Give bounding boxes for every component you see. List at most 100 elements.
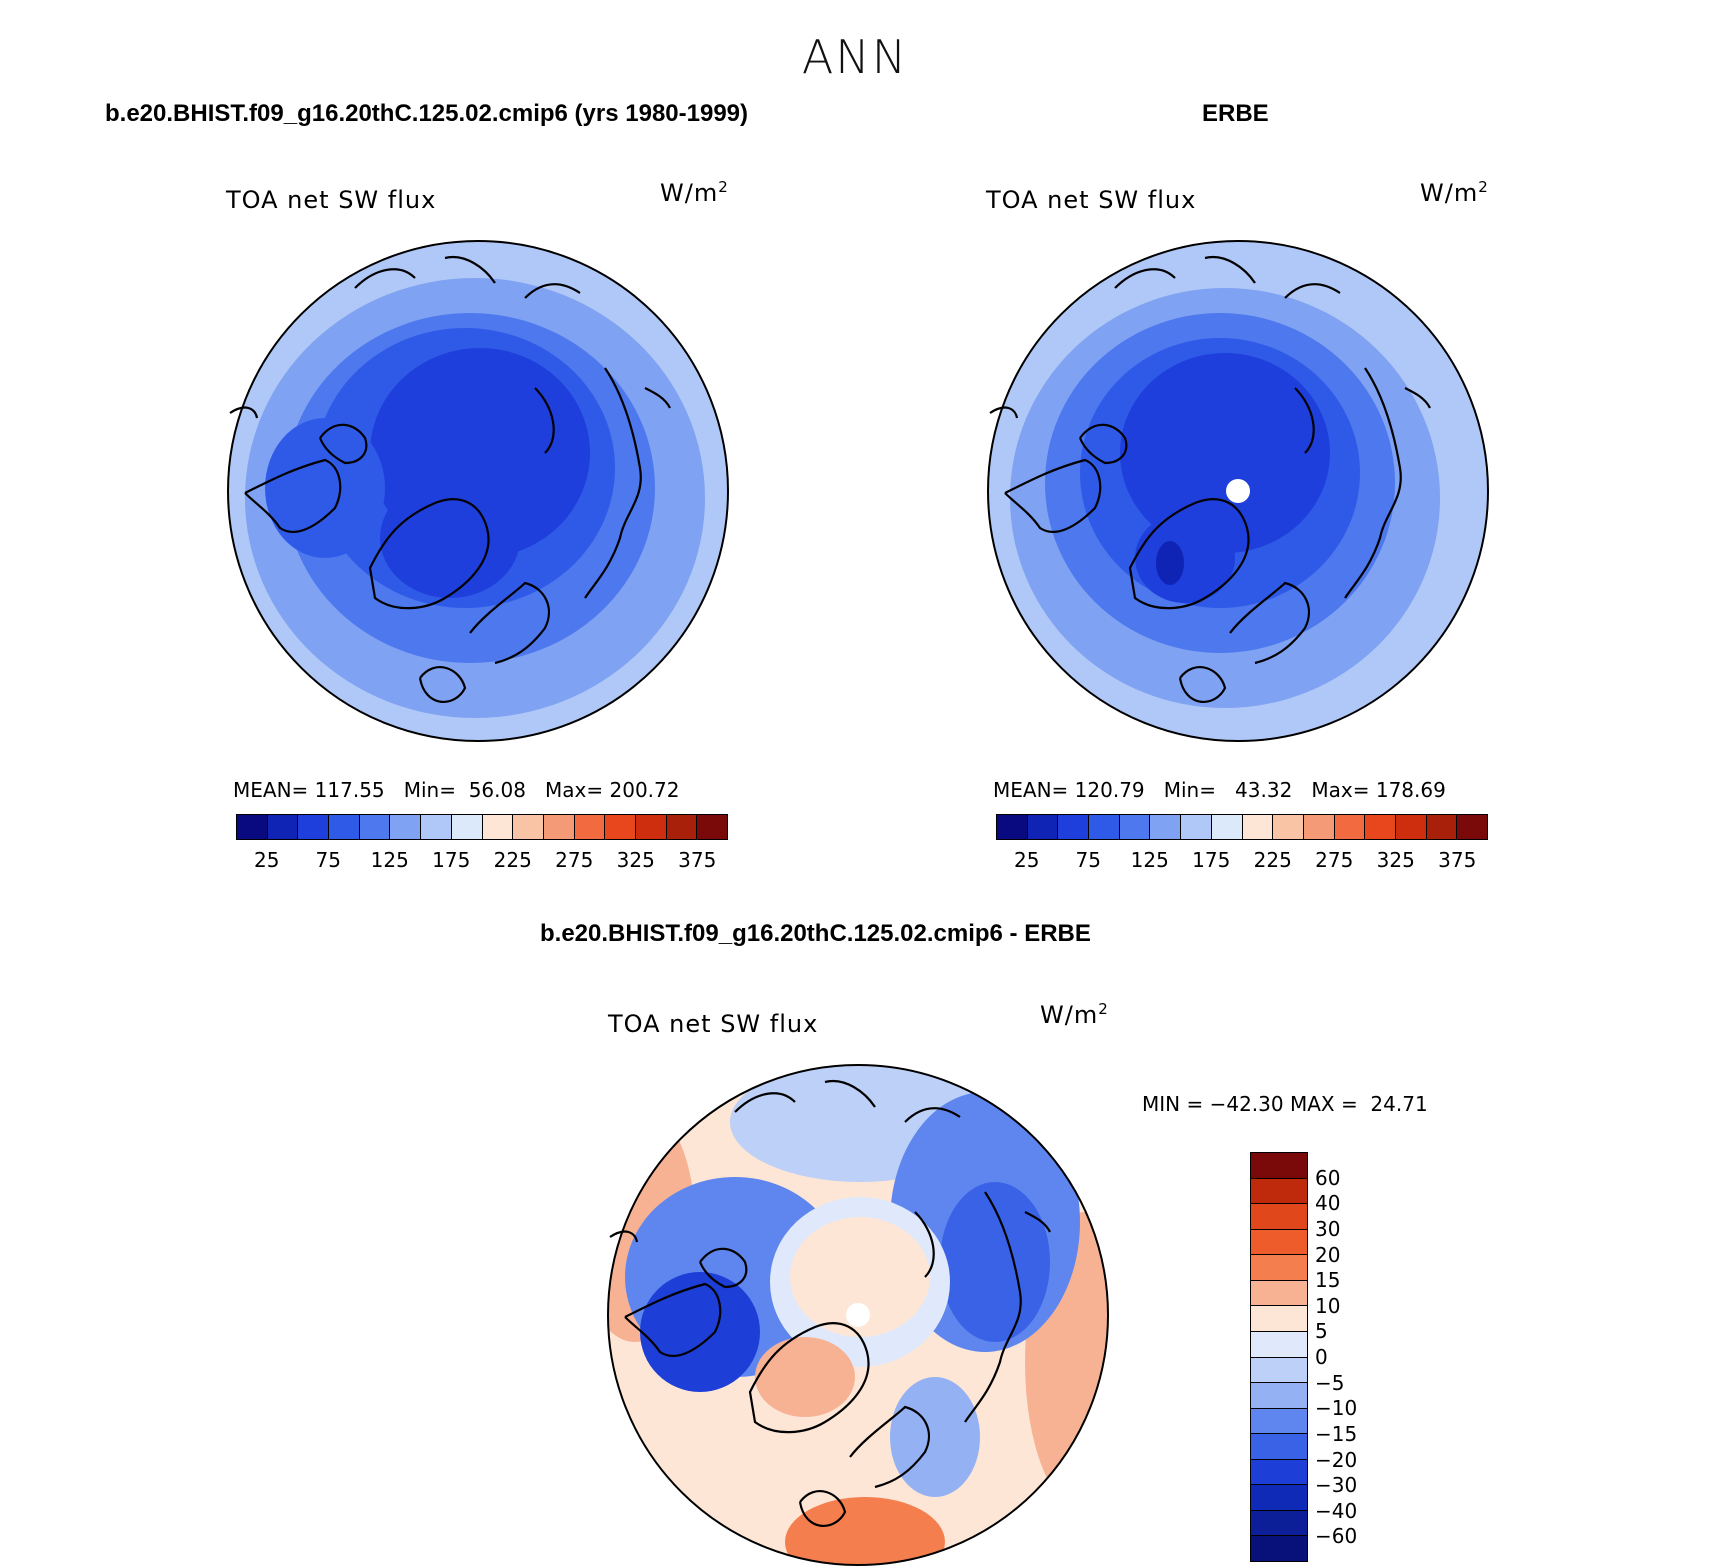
colorbar-tick-label: −40 bbox=[1315, 1498, 1358, 1523]
colorbar-swatch bbox=[1251, 1255, 1307, 1281]
colorbar-tick-label: 375 bbox=[678, 848, 717, 872]
diff-field-canada-core bbox=[640, 1272, 760, 1392]
diff-colorbar bbox=[1250, 1152, 1308, 1562]
colorbar-swatch bbox=[1251, 1485, 1307, 1511]
diff-stats: MIN = −42.30 MAX = 24.71 bbox=[1142, 1092, 1428, 1116]
colorbar-tick-label: 25 bbox=[1014, 848, 1040, 872]
model-colorbar bbox=[236, 814, 728, 840]
obs-pole-hole bbox=[1226, 479, 1250, 503]
colorbar-swatch bbox=[329, 815, 360, 839]
diff-coastlines bbox=[609, 1079, 1051, 1527]
colorbar-swatch bbox=[1027, 815, 1059, 839]
colorbar-tick-label: 275 bbox=[555, 848, 594, 872]
colorbar-swatch bbox=[359, 815, 391, 839]
model-polar-map bbox=[227, 240, 729, 742]
colorbar-swatch bbox=[1251, 1434, 1307, 1460]
colorbar-swatch bbox=[1426, 815, 1458, 839]
obs-field-core bbox=[1120, 353, 1330, 553]
colorbar-swatch bbox=[1251, 1408, 1307, 1435]
model-units-label: W/m2 bbox=[660, 178, 729, 207]
model-coastlines bbox=[229, 255, 671, 703]
colorbar-swatch bbox=[1251, 1229, 1307, 1256]
colorbar-tick-label: 60 bbox=[1315, 1165, 1341, 1190]
colorbar-swatch bbox=[574, 815, 606, 839]
colorbar-swatch bbox=[1181, 815, 1212, 839]
colorbar-swatch bbox=[298, 815, 330, 839]
obs-colorbar-ticks: 25 75 125 175 225 275 325 375 bbox=[996, 848, 1488, 874]
obs-colorbar bbox=[996, 814, 1488, 840]
colorbar-swatch bbox=[267, 815, 299, 839]
diff-variable-label: TOA net SW flux bbox=[608, 1010, 819, 1038]
colorbar-swatch bbox=[1251, 1178, 1307, 1205]
colorbar-swatch bbox=[1251, 1459, 1307, 1486]
colorbar-tick-label: 40 bbox=[1315, 1191, 1341, 1216]
colorbar-tick-label: 175 bbox=[1192, 848, 1231, 872]
diff-units-label: W/m2 bbox=[1040, 1000, 1109, 1029]
diff-case-title: b.e20.BHIST.f09_g16.20thC.125.02.cmip6 -… bbox=[540, 920, 1091, 947]
obs-polar-map bbox=[987, 240, 1489, 742]
colorbar-swatch bbox=[1242, 815, 1274, 839]
colorbar-swatch bbox=[1457, 815, 1487, 839]
model-stats: MEAN= 117.55 Min= 56.08 Max= 200.72 bbox=[233, 778, 680, 802]
model-map-boundary bbox=[227, 240, 729, 742]
colorbar-tick-label: 75 bbox=[315, 848, 341, 872]
diff-field-scandinavia-neg bbox=[890, 1377, 980, 1497]
colorbar-tick-label: 25 bbox=[254, 848, 280, 872]
colorbar-swatch bbox=[1303, 815, 1335, 839]
colorbar-tick-label: 375 bbox=[1438, 848, 1477, 872]
colorbar-tick-label: 20 bbox=[1315, 1242, 1341, 1267]
colorbar-swatch bbox=[543, 815, 575, 839]
colorbar-swatch bbox=[997, 815, 1028, 839]
obs-map-boundary bbox=[987, 240, 1489, 742]
colorbar-swatch bbox=[451, 815, 483, 839]
colorbar-swatch bbox=[1395, 815, 1427, 839]
colorbar-swatch bbox=[697, 815, 727, 839]
obs-units-label: W/m2 bbox=[1420, 178, 1489, 207]
diff-colorbar-ticks: 60 40 30 20 15 10 5 0 −5 −10 −15 −20 −30 −40 −60 bbox=[1315, 1152, 1395, 1562]
colorbar-swatch bbox=[513, 815, 544, 839]
colorbar-swatch bbox=[482, 815, 514, 839]
colorbar-swatch bbox=[1251, 1204, 1307, 1230]
colorbar-swatch bbox=[1089, 815, 1120, 839]
diff-field-arctic-pos bbox=[790, 1217, 930, 1337]
colorbar-tick-label: 325 bbox=[616, 848, 655, 872]
colorbar-swatch bbox=[1273, 815, 1304, 839]
colorbar-swatch bbox=[1119, 815, 1151, 839]
colorbar-swatch bbox=[1251, 1280, 1307, 1307]
diff-field-eurasia-core bbox=[940, 1182, 1050, 1342]
colorbar-swatch bbox=[605, 815, 636, 839]
obs-stats: MEAN= 120.79 Min= 43.32 Max= 178.69 bbox=[993, 778, 1446, 802]
colorbar-tick-label: 15 bbox=[1315, 1268, 1341, 1293]
colorbar-swatch bbox=[1251, 1357, 1307, 1384]
colorbar-tick-label: 5 bbox=[1315, 1319, 1328, 1344]
colorbar-swatch bbox=[666, 815, 698, 839]
obs-coastlines bbox=[989, 255, 1431, 703]
colorbar-swatch bbox=[1251, 1153, 1307, 1179]
obs-field-greenland-min bbox=[1156, 541, 1184, 585]
colorbar-tick-label: 10 bbox=[1315, 1293, 1341, 1318]
colorbar-tick-label: −15 bbox=[1315, 1421, 1358, 1446]
model-field-greenland bbox=[380, 478, 520, 598]
colorbar-tick-label: 75 bbox=[1075, 848, 1101, 872]
colorbar-swatch bbox=[421, 815, 452, 839]
colorbar-swatch bbox=[390, 815, 422, 839]
obs-field-greenland bbox=[1135, 513, 1235, 603]
colorbar-tick-label: 30 bbox=[1315, 1216, 1341, 1241]
colorbar-tick-label: −30 bbox=[1315, 1473, 1358, 1498]
colorbar-tick-label: 275 bbox=[1315, 848, 1354, 872]
colorbar-swatch bbox=[1251, 1510, 1307, 1537]
colorbar-tick-label: −10 bbox=[1315, 1396, 1358, 1421]
figure-title: ANN bbox=[801, 30, 909, 84]
colorbar-swatch bbox=[1251, 1383, 1307, 1409]
colorbar-tick-label: 0 bbox=[1315, 1345, 1328, 1369]
diff-field-greenland-pos bbox=[755, 1337, 855, 1417]
colorbar-swatch bbox=[635, 815, 667, 839]
colorbar-swatch bbox=[1251, 1536, 1307, 1561]
model-variable-label: TOA net SW flux bbox=[226, 186, 437, 214]
colorbar-swatch bbox=[1365, 815, 1396, 839]
model-colorbar-ticks: 25 75 125 175 225 275 325 375 bbox=[236, 848, 728, 874]
colorbar-tick-label: 175 bbox=[432, 848, 471, 872]
obs-variable-label: TOA net SW flux bbox=[986, 186, 1197, 214]
colorbar-swatch bbox=[1150, 815, 1182, 839]
colorbar-swatch bbox=[237, 815, 268, 839]
